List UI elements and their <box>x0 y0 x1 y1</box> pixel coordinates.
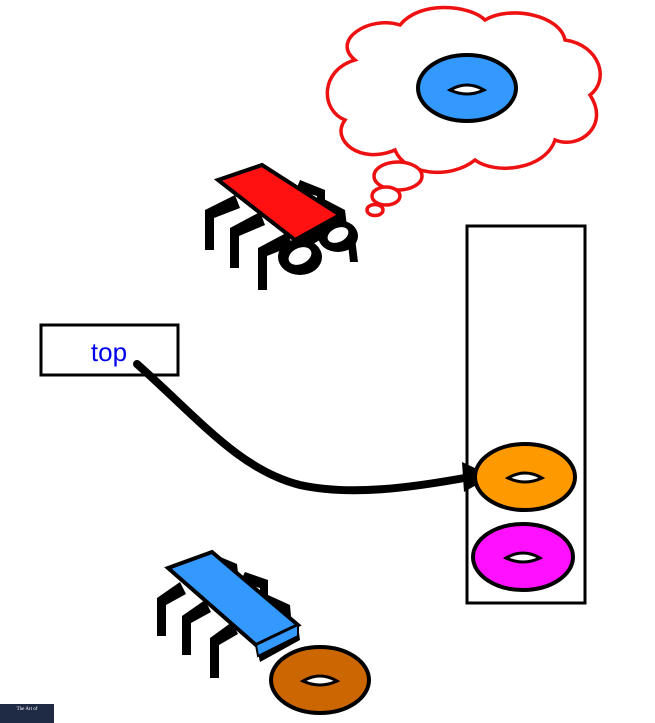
stack-container <box>465 224 587 605</box>
thought-bubble-small <box>365 202 385 218</box>
stack-top-donut-icon <box>473 442 577 512</box>
corner-logo: The Art of <box>0 704 54 723</box>
top-pointer-arrow <box>133 360 492 495</box>
donut-hole <box>504 471 546 484</box>
donut-hole <box>446 83 488 96</box>
stack-bottom-donut-icon <box>471 522 575 592</box>
thought-bubble-medium <box>370 185 402 207</box>
blue-bug-icon <box>157 549 302 678</box>
donut-hole <box>502 551 544 564</box>
red-bug-eyes <box>278 220 358 275</box>
red-bug-icon <box>205 162 358 290</box>
corner-logo-text: The Art of <box>16 707 38 712</box>
carried-donut-icon <box>269 645 371 715</box>
donut-hole <box>299 674 341 687</box>
thought-donut-icon <box>416 53 518 123</box>
top-label-box: top <box>39 323 180 377</box>
blue-bug-front <box>254 623 299 658</box>
top-label-text: top <box>91 337 127 367</box>
